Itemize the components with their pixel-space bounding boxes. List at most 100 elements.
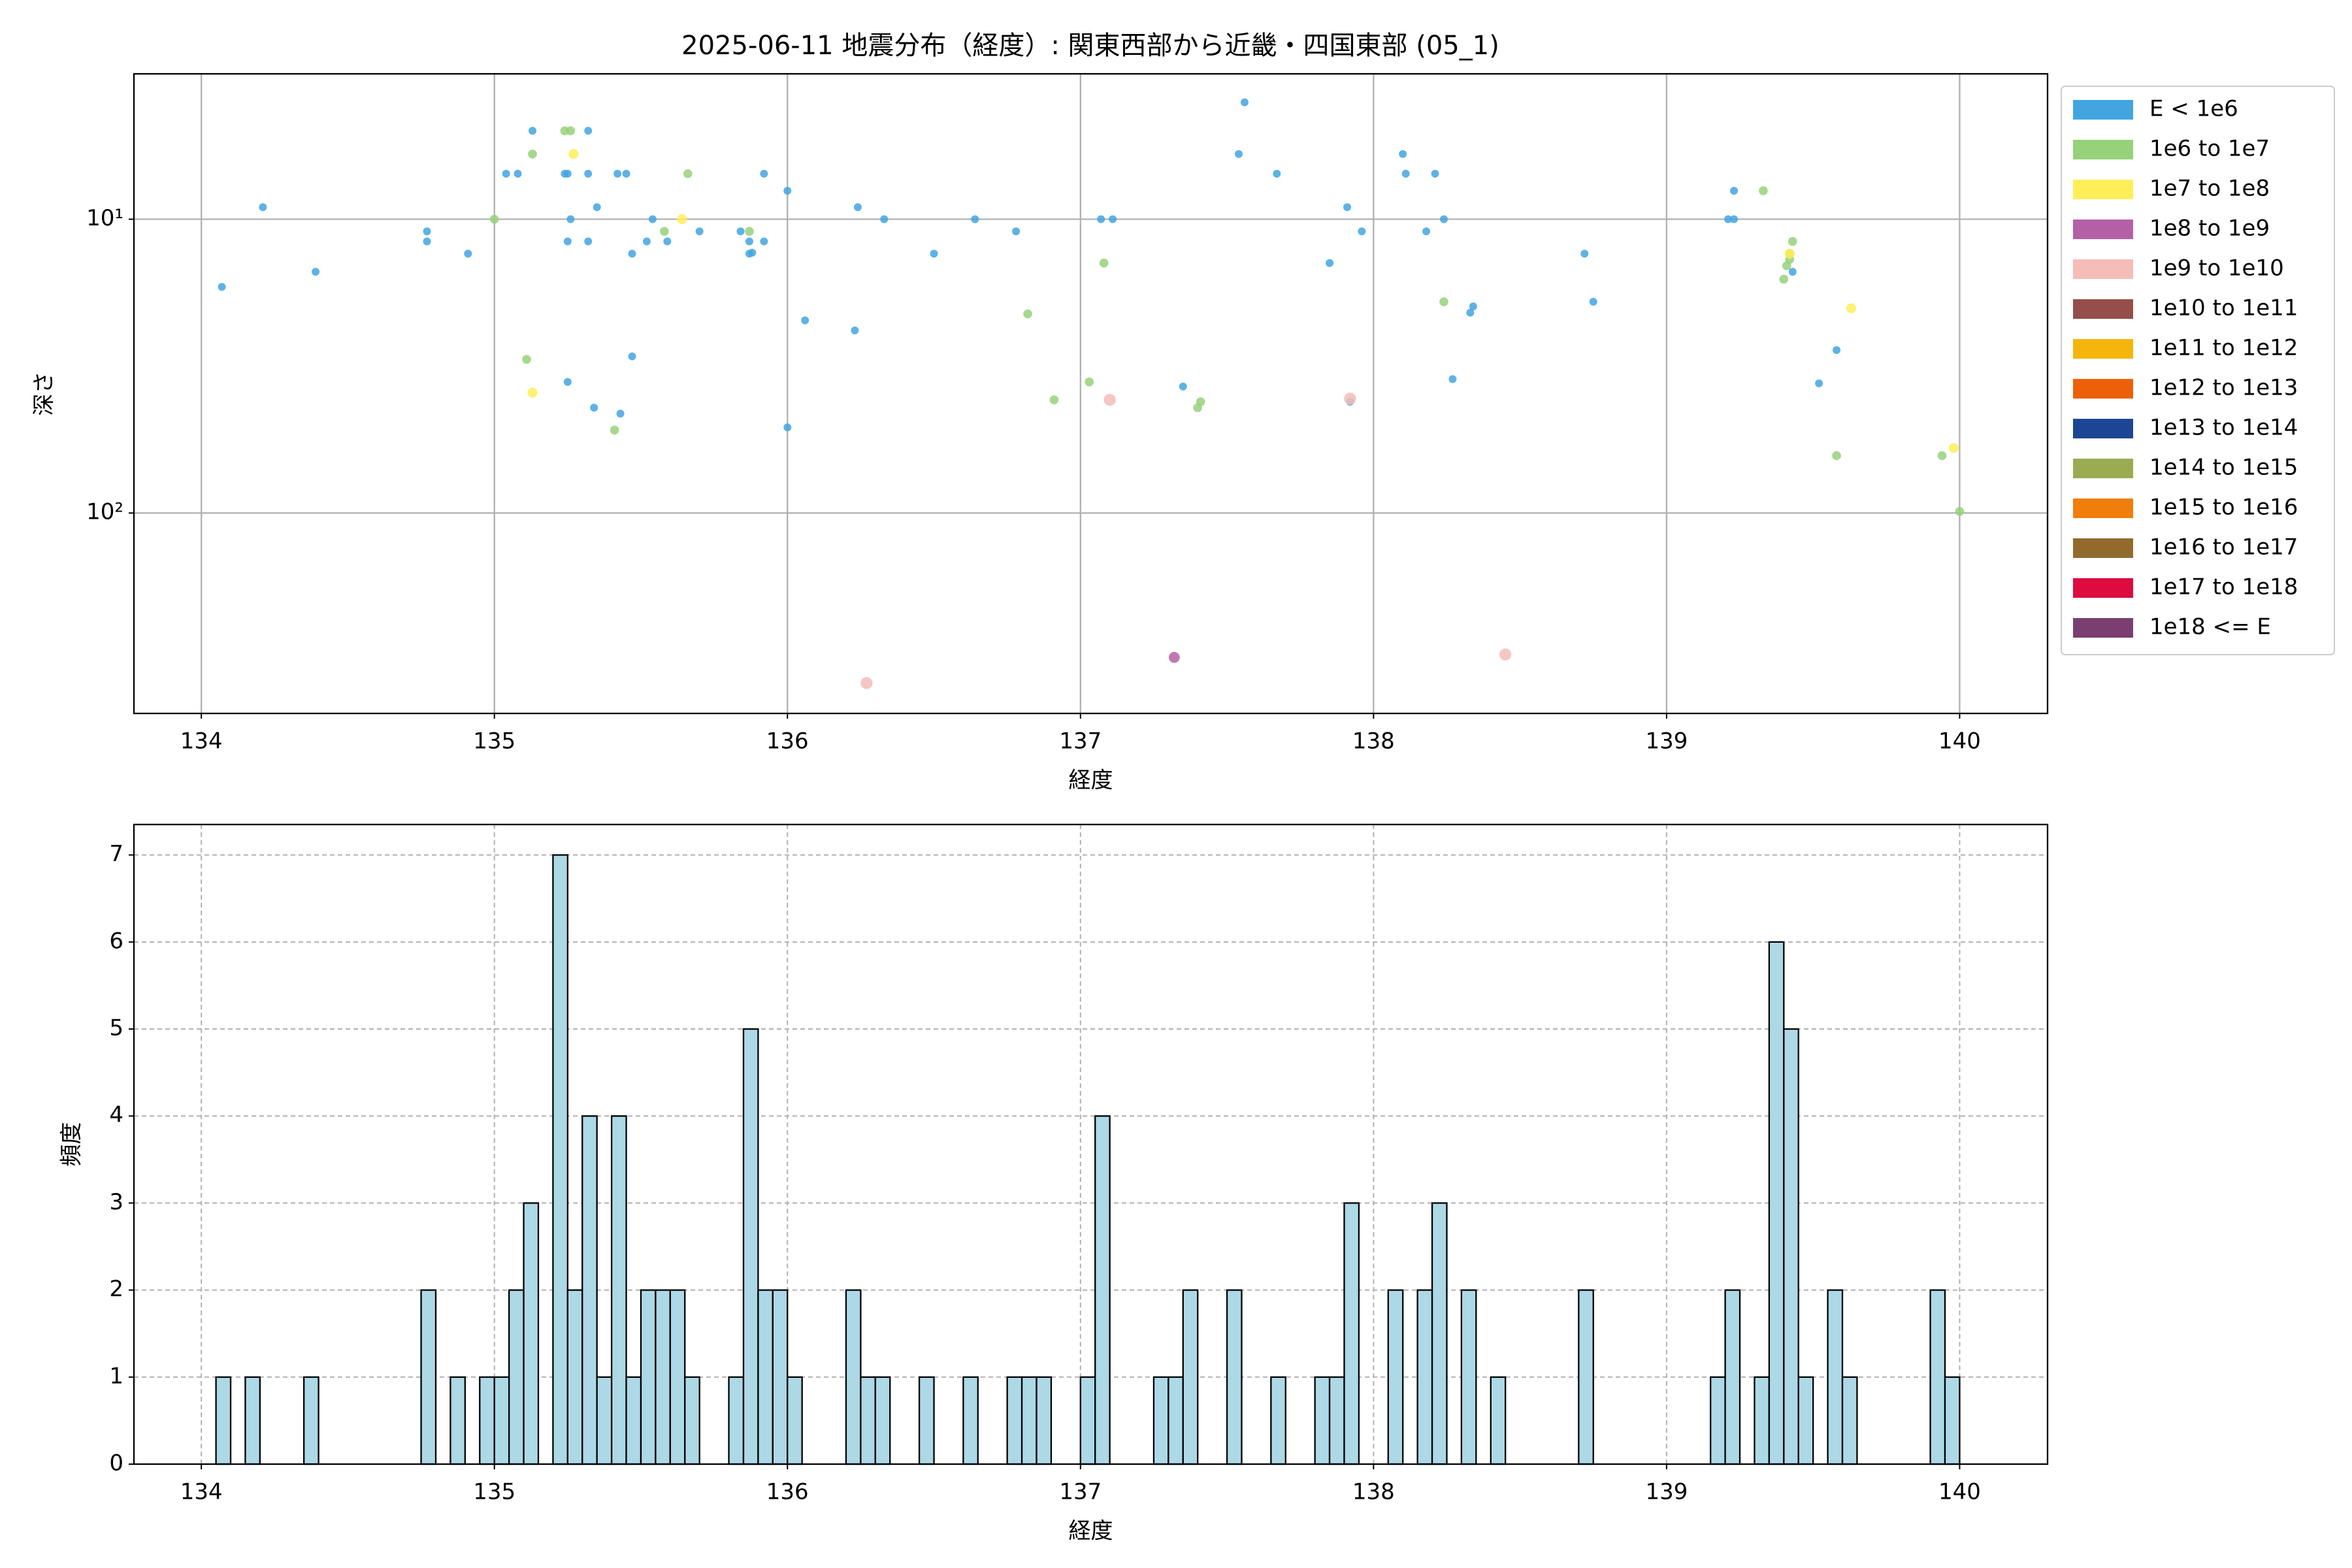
legend-label: 1e16 to 1e17	[2149, 534, 2298, 561]
histogram-bar	[1827, 1289, 1844, 1465]
histogram-bar	[523, 1202, 540, 1465]
histogram-bar	[1328, 1376, 1345, 1465]
legend-swatch	[2073, 419, 2133, 438]
x-tick-label: 134	[180, 728, 223, 755]
scatter-point	[1273, 169, 1281, 178]
x-tick-label: 134	[180, 1479, 223, 1505]
scatter-point	[584, 127, 593, 135]
histogram-bar	[742, 1028, 759, 1465]
scatter-point	[663, 237, 672, 246]
legend-label: 1e11 to 1e12	[2149, 335, 2298, 361]
x-tick-label: 136	[766, 1479, 809, 1505]
y-tick-label: 3	[109, 1189, 123, 1215]
scatter-point	[563, 169, 572, 178]
scatter-point	[563, 237, 572, 246]
x-tick-label: 135	[473, 1479, 515, 1505]
histogram-bar	[1724, 1289, 1741, 1465]
scatter-point	[1439, 297, 1448, 306]
scatter-point	[590, 404, 598, 412]
legend-swatch	[2073, 100, 2133, 120]
histogram-bar	[1079, 1376, 1096, 1465]
scatter-point	[1099, 258, 1109, 268]
y-tick-label: 4	[109, 1102, 123, 1128]
y-tick-label: 2	[109, 1276, 123, 1302]
legend-label: 1e13 to 1e14	[2149, 415, 2298, 441]
histogram-bar	[1021, 1376, 1037, 1465]
x-tick-label: 135	[473, 728, 515, 755]
y-tick-label: 10¹	[86, 205, 123, 231]
scatter-point	[930, 250, 938, 258]
scatter-point	[1422, 227, 1431, 236]
scatter-point	[1580, 250, 1589, 258]
histogram-bar	[566, 1289, 583, 1465]
histogram-bar	[1929, 1289, 1946, 1465]
histogram-bar	[1314, 1376, 1331, 1465]
y-tick-label: 0	[109, 1450, 123, 1477]
histogram-bar	[610, 1115, 627, 1465]
scatter-point	[1833, 346, 1841, 354]
scatter-point	[1023, 309, 1032, 319]
scatter-point	[1168, 651, 1180, 663]
scatter-point	[760, 169, 768, 178]
histogram-bar	[449, 1376, 466, 1465]
scatter-point	[745, 227, 754, 236]
histogram-bar	[1768, 941, 1785, 1465]
scatter-point	[528, 149, 537, 159]
scatter-point	[1049, 395, 1059, 404]
scatter-point	[1788, 237, 1797, 246]
y-axis-label: 深さ	[31, 372, 57, 416]
legend-swatch	[2073, 379, 2133, 399]
scatter-point	[1724, 215, 1733, 223]
histogram-bar	[787, 1376, 803, 1465]
histogram-bar	[1387, 1289, 1404, 1465]
legend-swatch	[2073, 220, 2133, 239]
legend-label: 1e10 to 1e11	[2149, 295, 2298, 321]
scatter-point	[1779, 274, 1789, 284]
histogram-bar	[918, 1376, 935, 1465]
scatter-point	[1499, 648, 1512, 661]
histogram-bar	[215, 1376, 232, 1465]
scatter-point	[622, 169, 630, 178]
scatter-point	[628, 352, 636, 361]
x-tick-label: 140	[1938, 1479, 1981, 1505]
x-tick-label: 136	[766, 728, 809, 755]
legend-label: 1e17 to 1e18	[2149, 574, 2298, 600]
scatter-point	[1179, 382, 1187, 391]
scatter-point	[1326, 259, 1334, 267]
scatter-point	[1097, 215, 1105, 223]
scatter-point	[527, 387, 538, 398]
scatter-point	[1730, 215, 1739, 223]
scatter-point	[1448, 375, 1457, 384]
histogram-bar	[1094, 1115, 1111, 1465]
scatter-point	[1815, 379, 1823, 387]
legend-label: 1e18 <= E	[2149, 614, 2271, 640]
histogram-bar	[552, 854, 568, 1465]
scatter-point	[1012, 227, 1021, 236]
x-axis-label: 経度	[1069, 768, 1113, 794]
scatter-point	[1401, 169, 1410, 178]
scatter-point	[613, 169, 622, 178]
scatter-point	[1846, 303, 1857, 314]
y-tick-label: 10²	[86, 499, 123, 525]
scatter-point	[748, 248, 757, 257]
scatter-point	[312, 268, 320, 276]
legend-swatch	[2073, 618, 2133, 638]
scatter-point	[423, 227, 431, 236]
histogram-bar	[1578, 1289, 1594, 1465]
histogram-bar	[1841, 1376, 1858, 1465]
x-tick-label: 139	[1645, 1479, 1688, 1505]
histogram-bar	[1036, 1376, 1053, 1465]
plot-area: 134 135 136 137 138 139 140 10¹ 10² 経度 深さ E < 1e6 1e…	[31, 73, 2335, 794]
scatter-point	[1955, 507, 1965, 516]
histogram-bar	[508, 1289, 525, 1465]
histogram-bar	[845, 1289, 862, 1465]
scatter-point	[736, 227, 745, 236]
scatter-point	[1759, 186, 1768, 195]
legend-swatch	[2073, 180, 2133, 199]
scatter-point	[259, 203, 267, 212]
legend-label: 1e12 to 1e13	[2149, 375, 2298, 401]
legend-swatch	[2073, 299, 2133, 319]
scatter-point	[1439, 215, 1448, 223]
